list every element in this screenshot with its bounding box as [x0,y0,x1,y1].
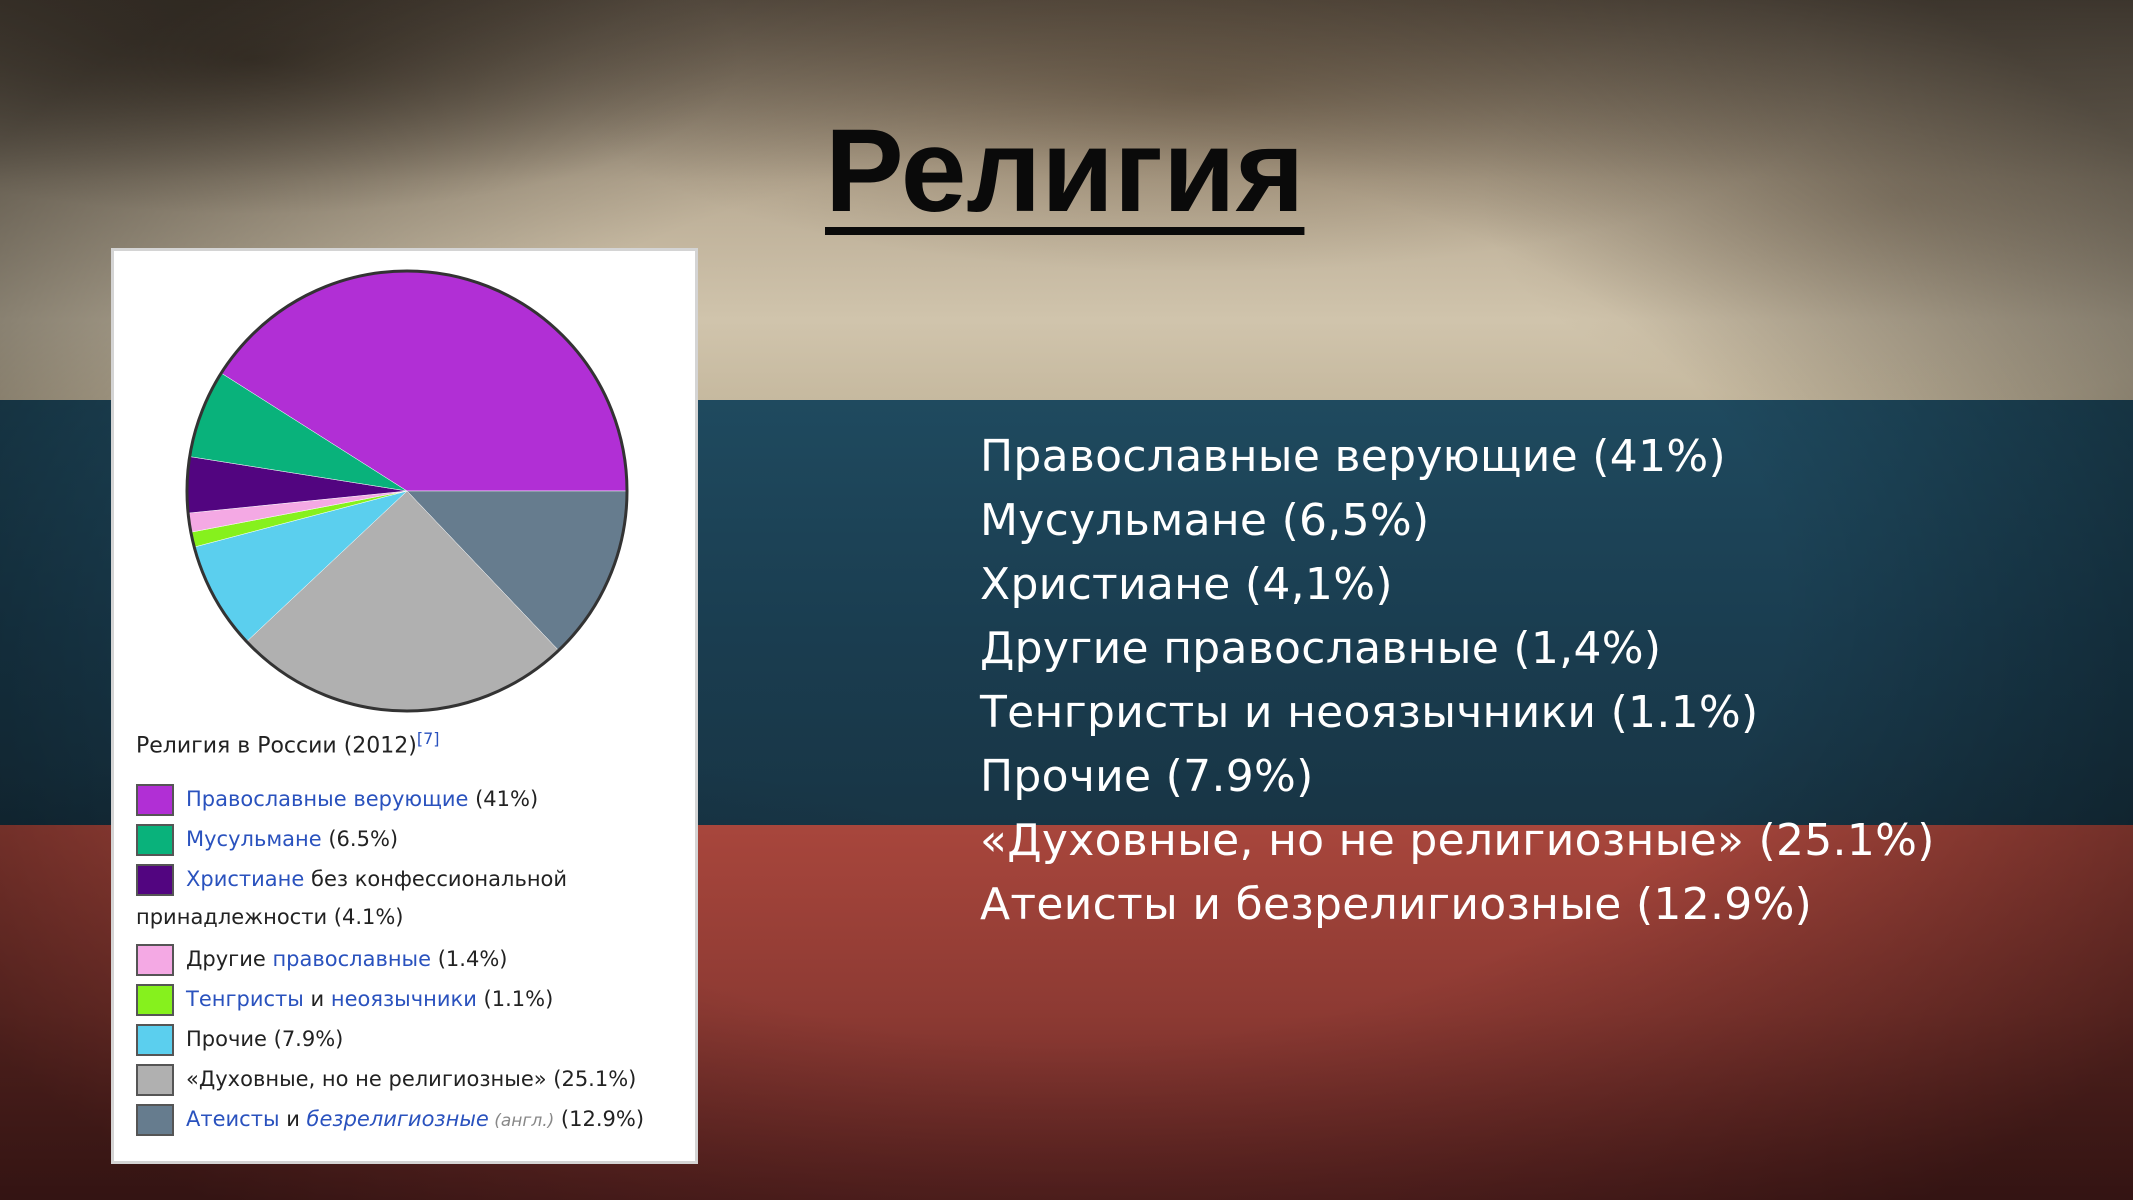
chart-title: Религия в России (2012) [136,733,417,759]
legend-swatch [136,1024,174,1056]
legend-swatch [136,984,174,1016]
legend-text-plain: и [279,1107,307,1131]
legend-link[interactable]: неоязычники [330,987,477,1011]
pie-chart [185,269,629,713]
legend-item: Прочие (7.9%) [136,1021,696,1061]
legend-item: Атеисты и безрелигиозные (англ.) (12.9%) [136,1101,696,1141]
legend-link[interactable]: Мусульмане [186,827,322,851]
chart-caption: Религия в России (2012)[7] [136,729,440,758]
summary-item: Другие православные (1,4%) [980,623,1662,674]
summary-item: Тенгристы и неоязычники (1.1%) [980,687,1759,738]
legend-item: «Духовные, но не религиозные» (25.1%) [136,1061,696,1101]
legend-value: без конфессиональной [304,867,568,891]
legend-link[interactable]: безрелигиозные [306,1107,489,1131]
language-note: (англ.) [488,1111,555,1131]
legend-swatch [136,864,174,896]
summary-item: Христиане (4,1%) [980,559,1393,610]
legend-link[interactable]: Православные верующие [186,787,469,811]
legend-value: (1.1%) [476,987,554,1011]
summary-item: Православные верующие (41%) [980,431,1726,482]
legend-swatch [136,1064,174,1096]
legend-swatch [136,1104,174,1136]
legend-item: Тенгристы и неоязычники (1.1%) [136,981,696,1021]
legend-swatch [136,784,174,816]
summary-item: Атеисты и безрелигиозные (12.9%) [980,879,1813,930]
legend-link[interactable]: Христиане [186,867,305,891]
legend-item: Христиане без конфессиональной принадлеж… [136,861,696,941]
legend-swatch [136,944,174,976]
summary-item: Мусульмане (6,5%) [980,495,1430,546]
legend-text-plain: Прочие (7.9%) [186,1027,344,1051]
legend-item: Православные верующие (41%) [136,781,696,821]
legend-link[interactable]: православные [272,947,432,971]
legend-value: (6.5%) [321,827,399,851]
legend-text-plain: и [303,987,331,1011]
legend-item: Другие православные (1.4%) [136,941,696,981]
summary-item: «Духовные, но не религиозные» (25.1%) [980,815,1935,866]
legend-link[interactable]: Тенгристы [186,987,304,1011]
legend-link[interactable]: Атеисты [186,1107,280,1131]
chart-legend: Православные верующие (41%) Мусульмане (… [136,781,696,1141]
legend-text-plain: «Духовные, но не религиозные» (25.1%) [186,1067,637,1091]
legend-value: (41%) [468,787,539,811]
summary-list: Православные верующие (41%) Мусульмане (… [980,425,1935,937]
legend-value: (12.9%) [554,1107,645,1131]
legend-value: (1.4%) [431,947,508,971]
slide-title: Религия [825,105,1305,237]
summary-item: Прочие (7.9%) [980,751,1314,802]
footnote-link[interactable]: [7] [416,729,440,748]
legend-swatch [136,824,174,856]
chart-card: Религия в России (2012)[7] Православные … [111,248,698,1164]
legend-value-line2: принадлежности (4.1%) [136,905,404,929]
pie-outline [185,269,629,713]
legend-text-plain: Другие [186,947,273,971]
legend-item: Мусульмане (6.5%) [136,821,696,861]
